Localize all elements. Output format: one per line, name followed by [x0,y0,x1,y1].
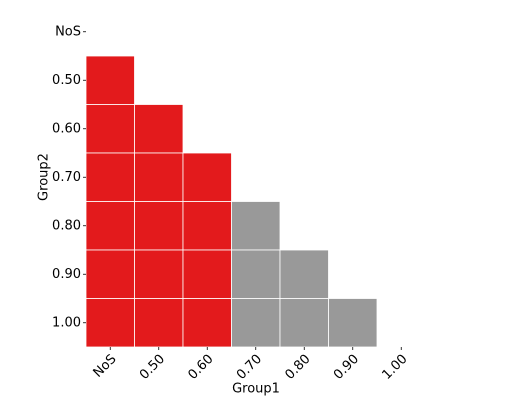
x-tick-label: 0.80 [282,352,313,383]
x-tick-label: 0.60 [185,352,216,383]
cell [328,298,378,348]
y-axis-label: Group2 [37,153,52,201]
cell [85,298,135,348]
cell [182,249,232,299]
cell [231,201,281,251]
cell [85,201,135,251]
cell [231,298,281,348]
y-tick-label: 1.00 [52,315,81,330]
x-tick-label: NoS [91,352,120,381]
y-tick-label: 0.50 [52,73,81,88]
cell [134,152,184,202]
y-tick-label: 0.80 [52,218,81,233]
cell [85,152,135,202]
y-tick-label: 0.70 [52,170,81,185]
cell [279,249,329,299]
y-tick-label: 0.90 [52,267,81,282]
x-tick-label: 1.00 [379,352,410,383]
x-axis-label: Group1 [232,382,280,397]
cell [134,201,184,251]
cell [182,152,232,202]
y-tick-label: NoS [55,24,81,39]
cell [231,249,281,299]
cell [134,249,184,299]
x-tick-label: 0.70 [234,352,265,383]
cell [279,298,329,348]
cell [85,104,135,154]
cell [85,249,135,299]
y-tick-label: 0.60 [52,121,81,136]
cell [85,55,135,105]
x-tick-label: 0.90 [331,352,362,383]
x-tick-label: 0.50 [137,352,168,383]
cell [182,298,232,348]
cell [182,201,232,251]
cell [134,298,184,348]
cell [134,104,184,154]
